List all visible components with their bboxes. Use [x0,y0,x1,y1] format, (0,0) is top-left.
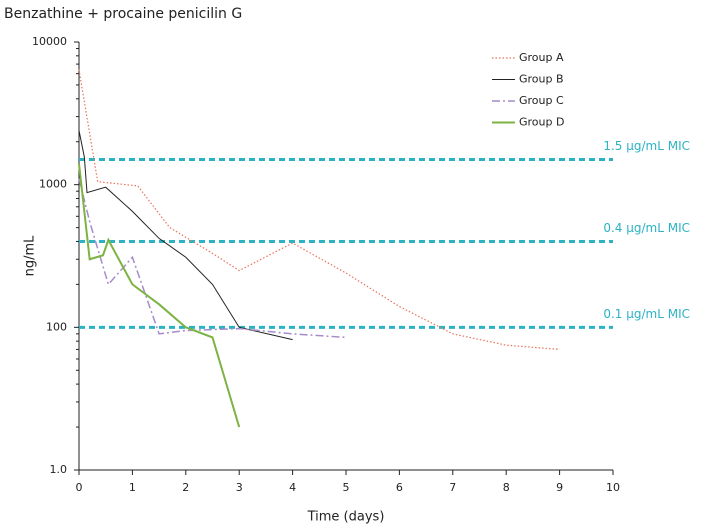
series-line [78,130,293,341]
chart-title: Benzathine + procaine penicilin G [4,6,242,22]
series-line [78,178,347,339]
x-tick-label: 6 [396,481,403,494]
reference-label: 1.5 µg/mL MIC [603,139,690,153]
x-tick-label: 3 [236,481,243,494]
y-tick-label: 1000 [39,178,67,191]
y-tick-label: 100 [46,320,67,333]
x-tick-label: 0 [76,481,83,494]
reference-label: 0.1 µg/mL MIC [603,307,690,321]
y-tick-label: 10000 [32,35,67,48]
x-axis-label: Time (days) [307,510,385,525]
reference-label: 0.4 µg/mL MIC [603,221,690,235]
legend-label: Group B [519,73,564,86]
x-tick-label: 5 [343,481,350,494]
x-tick-label: 8 [503,481,510,494]
x-tick-label: 9 [556,481,563,494]
y-tick-label: 1.0 [50,463,68,476]
legend-label: Group D [519,116,564,129]
x-tick-label: 1 [129,481,136,494]
x-tick-label: 4 [289,481,296,494]
legend-label: Group A [519,51,564,64]
series-line [78,69,560,351]
y-axis-label: ng/mL [23,235,38,277]
legend-label: Group C [519,94,564,107]
x-tick-label: 10 [606,481,620,494]
x-tick-label: 2 [182,481,189,494]
x-tick-label: 7 [449,481,456,494]
series-line [78,163,241,428]
